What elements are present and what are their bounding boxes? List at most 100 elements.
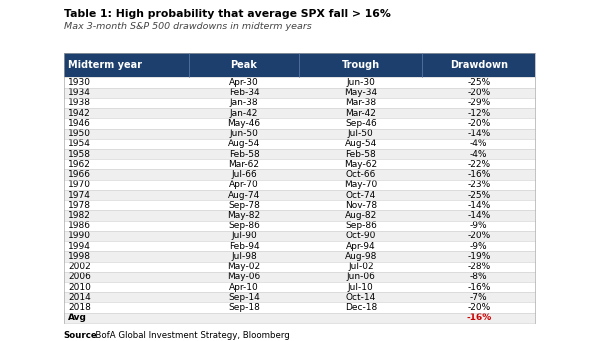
Text: Peak: Peak — [231, 60, 258, 70]
Text: Jun-06: Jun-06 — [347, 272, 375, 281]
Text: May-34: May-34 — [344, 88, 378, 97]
Text: Oct-66: Oct-66 — [345, 170, 376, 179]
Text: Aug-82: Aug-82 — [345, 211, 377, 220]
Text: -4%: -4% — [470, 150, 488, 159]
Text: -20%: -20% — [467, 88, 491, 97]
Text: -14%: -14% — [467, 211, 491, 220]
Text: Sep-86: Sep-86 — [228, 221, 260, 230]
Text: -9%: -9% — [470, 221, 488, 230]
Text: Aug-74: Aug-74 — [228, 191, 260, 199]
Text: -4%: -4% — [470, 139, 488, 148]
Text: Sep-78: Sep-78 — [228, 201, 260, 210]
Text: -9%: -9% — [470, 242, 488, 251]
Text: -22%: -22% — [467, 160, 491, 169]
Text: Aug-98: Aug-98 — [345, 252, 377, 261]
Text: Sep-18: Sep-18 — [228, 303, 260, 312]
Text: May-82: May-82 — [227, 211, 261, 220]
Text: Feb-94: Feb-94 — [229, 242, 260, 251]
Text: Oct-74: Oct-74 — [345, 191, 376, 199]
Text: -12%: -12% — [467, 109, 491, 118]
Text: Avg: Avg — [68, 313, 87, 322]
Text: Mar-62: Mar-62 — [229, 160, 260, 169]
Text: Jul-50: Jul-50 — [348, 129, 374, 138]
Text: -16%: -16% — [467, 283, 491, 292]
Text: Aug-54: Aug-54 — [345, 139, 377, 148]
Text: 1974: 1974 — [68, 191, 91, 199]
Text: 1946: 1946 — [68, 119, 91, 128]
Text: Apr-94: Apr-94 — [346, 242, 376, 251]
Text: May-06: May-06 — [227, 272, 261, 281]
Text: 1938: 1938 — [68, 99, 91, 107]
Text: 2006: 2006 — [68, 272, 91, 281]
Text: -20%: -20% — [467, 119, 491, 128]
Text: Midterm year: Midterm year — [68, 60, 142, 70]
Text: 1966: 1966 — [68, 170, 91, 179]
Text: Jul-90: Jul-90 — [231, 232, 257, 240]
Text: May-02: May-02 — [227, 262, 261, 271]
Text: 1998: 1998 — [68, 252, 91, 261]
Text: Max 3-month S&P 500 drawdowns in midterm years: Max 3-month S&P 500 drawdowns in midterm… — [64, 22, 312, 31]
Text: Feb-34: Feb-34 — [229, 88, 260, 97]
Text: Apr-70: Apr-70 — [229, 180, 259, 189]
Text: 1994: 1994 — [68, 242, 91, 251]
Text: -8%: -8% — [470, 272, 488, 281]
Text: -28%: -28% — [467, 262, 491, 271]
Text: -7%: -7% — [470, 293, 488, 302]
Text: Aug-54: Aug-54 — [228, 139, 260, 148]
Text: 2014: 2014 — [68, 293, 91, 302]
Text: -16%: -16% — [466, 313, 491, 322]
Text: -23%: -23% — [467, 180, 491, 189]
Text: 1950: 1950 — [68, 129, 91, 138]
Text: -20%: -20% — [467, 232, 491, 240]
Text: Jul-98: Jul-98 — [231, 252, 257, 261]
Text: 1930: 1930 — [68, 78, 91, 87]
Text: May-46: May-46 — [227, 119, 261, 128]
Text: 2010: 2010 — [68, 283, 91, 292]
Text: Jul-02: Jul-02 — [348, 262, 374, 271]
Text: Jan-42: Jan-42 — [230, 109, 258, 118]
Text: Mar-38: Mar-38 — [345, 99, 376, 107]
Text: Oct-90: Oct-90 — [345, 232, 376, 240]
Text: 1990: 1990 — [68, 232, 91, 240]
Text: 1970: 1970 — [68, 180, 91, 189]
Text: 1958: 1958 — [68, 150, 91, 159]
Text: Feb-58: Feb-58 — [345, 150, 376, 159]
Text: May-62: May-62 — [344, 160, 378, 169]
Text: Jul-10: Jul-10 — [348, 283, 374, 292]
Text: 1982: 1982 — [68, 211, 91, 220]
Text: 1942: 1942 — [68, 109, 91, 118]
Text: 1978: 1978 — [68, 201, 91, 210]
Text: Jun-50: Jun-50 — [229, 129, 258, 138]
Text: Drawdown: Drawdown — [450, 60, 508, 70]
Text: May-70: May-70 — [344, 180, 378, 189]
Text: Table 1: High probability that average SPX fall > 16%: Table 1: High probability that average S… — [64, 9, 390, 18]
Text: Feb-58: Feb-58 — [229, 150, 260, 159]
Text: -16%: -16% — [467, 170, 491, 179]
Text: Apr-30: Apr-30 — [229, 78, 259, 87]
Text: -20%: -20% — [467, 303, 491, 312]
Text: 1962: 1962 — [68, 160, 91, 169]
Text: -25%: -25% — [467, 191, 491, 199]
Text: -29%: -29% — [467, 99, 491, 107]
Text: Nov-78: Nov-78 — [345, 201, 377, 210]
Text: Oct-14: Oct-14 — [345, 293, 376, 302]
Text: Source: Source — [64, 331, 97, 340]
Text: Jan-38: Jan-38 — [230, 99, 258, 107]
Text: 1986: 1986 — [68, 221, 91, 230]
Text: Mar-42: Mar-42 — [345, 109, 376, 118]
Text: Jun-30: Jun-30 — [347, 78, 375, 87]
Text: -19%: -19% — [467, 252, 491, 261]
Text: :  BofA Global Investment Strategy, Bloomberg: : BofA Global Investment Strategy, Bloom… — [87, 331, 289, 340]
Text: Jul-66: Jul-66 — [231, 170, 257, 179]
Text: -25%: -25% — [467, 78, 491, 87]
Text: 1934: 1934 — [68, 88, 91, 97]
Text: Apr-10: Apr-10 — [229, 283, 259, 292]
Text: -14%: -14% — [467, 201, 491, 210]
Text: Trough: Trough — [342, 60, 380, 70]
Text: Dec-18: Dec-18 — [345, 303, 377, 312]
Text: Sep-46: Sep-46 — [345, 119, 377, 128]
Text: 2018: 2018 — [68, 303, 91, 312]
Text: Sep-14: Sep-14 — [228, 293, 260, 302]
Text: Sep-86: Sep-86 — [345, 221, 377, 230]
Text: 1954: 1954 — [68, 139, 91, 148]
